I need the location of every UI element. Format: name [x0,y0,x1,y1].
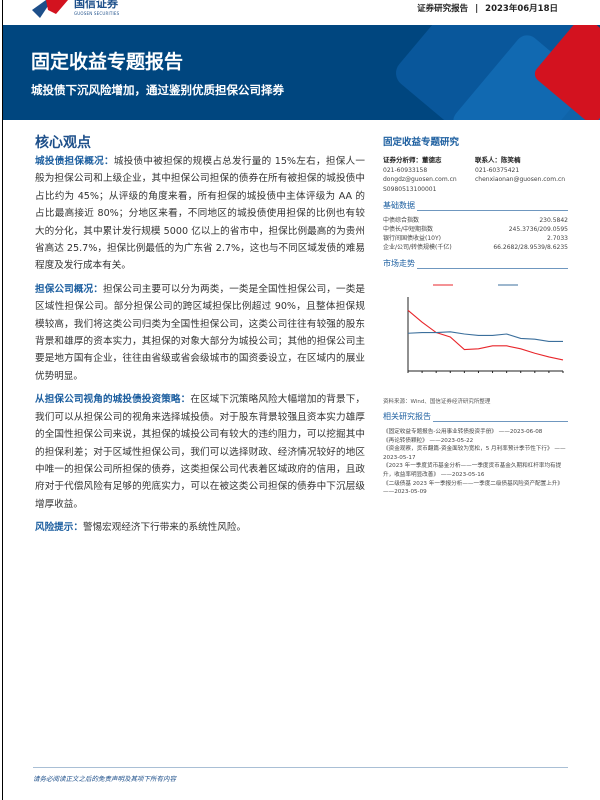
data-row: 中债长/中短期指数 245.3736/209.0595 [383,225,568,234]
paragraph-text: 城投债中被担保的规模占总发行量的 15%左右，担保人一般为担保公司和上级企业，其… [35,156,366,272]
series-line [407,309,564,361]
company-name-en: GUOSEN SECURITIES [74,11,120,16]
footer-divider [33,767,568,768]
data-value: 230.5842 [539,217,568,224]
sidebar-title: 固定收益专题研究 [383,137,460,148]
contacts: 证券分析师：董德志 021-60933158 dongdz@guosen.com… [383,156,568,194]
related-report-item[interactable]: 《二级债基 2023 年一季报分析——一季度二级债基风险资产配置上升》 ——20… [383,480,564,496]
contact-name: 联系人：陈笑楠 [475,156,521,164]
contact-phone: 021-60375421 [475,166,520,174]
data-value: 245.3736/209.0595 [508,226,568,233]
report-subtitle: 城投债下沉风险增加，通过鉴别优质担保公司择券 [31,83,284,97]
report-date: 2023年06月18日 [485,4,558,14]
data-row: 银行间国债收益(10Y) 2.7033 [383,234,568,243]
analyst-name: 证券分析师：董德志 [383,156,442,164]
paragraph: 风险提示：警惕宏观经济下行带来的系统性风险。 [35,519,365,536]
footer-disclaimer: 请务必阅读正文之后的免责声明及其项下所有内容 [33,775,176,783]
related-heading: 相关研究报告 [383,411,568,422]
sidebar: 固定收益专题研究 证券分析师：董德志 021-60933158 dongdz@g… [383,134,568,497]
paragraph-lead: 从担保公司视角的城投债投资策略： [35,394,191,406]
report-type: 证券研究报告 [417,4,469,14]
related-report-item[interactable]: 《再论转债颗粒》 ——2023-05-22 [383,437,474,444]
guosen-logo-icon [32,0,68,18]
analyst-cert: S0980513100001 [383,185,437,193]
chart-source: 资料来源：Wind、国信证券经济研究所整理 [383,399,491,405]
paragraph: 城投债担保概况：城投债中被担保的规模占总发行量的 15%左右，担保人一般为担保公… [35,153,365,275]
company-logo: 国信证券 GUOSEN SECURITIES [32,0,119,20]
data-value: 66.2682/28.9539/8.6235 [493,244,568,251]
related-report-item[interactable]: 《固定收益专题报告-公用事业转债投资手册》 ——2023-06-08 [383,429,543,435]
company-name: 国信证券 [74,0,118,10]
paragraph-lead: 风险提示： [35,522,83,534]
data-row: 中债综合指数 230.5842 [383,216,568,225]
core-views: 城投债担保概况：城投债中被担保的规模占总发行量的 15%左右，担保人一般为担保公… [35,153,365,543]
data-label: 银行间国债收益(10Y) [383,235,441,242]
data-label: 企业/公司/转债规模(千亿) [383,244,452,251]
related-title: 相关研究报告 [383,412,431,421]
basic-data-heading: 基础数据 [383,200,568,211]
analyst-info: 证券分析师：董德志 021-60933158 dongdz@guosen.com… [383,156,475,194]
series-line [407,331,563,342]
data-label: 中债长/中短期指数 [383,226,434,233]
paragraph-lead: 城投债担保概况： [35,156,114,167]
analyst-email[interactable]: dongdz@guosen.com.cn [383,176,457,183]
basic-data-title: 基础数据 [383,201,415,210]
paragraph-lead: 担保公司概况： [35,283,103,295]
related-reports: 《固定收益专题报告-公用事业转债投资手册》 ——2023-06-08 《再论转债… [383,428,568,497]
market-title: 市场走势 [383,259,415,268]
section-title: 核心观点 [35,135,91,151]
page-edge [2,0,3,800]
contact-info: 联系人：陈笑楠 021-60375421 chenxiaonan@guosen.… [475,156,567,194]
report-title: 固定收益专题报告 [31,51,184,73]
paragraph: 从担保公司视角的城投债投资策略：在区域下沉策略风险大幅增加的背景下，我们可以从担… [35,391,365,513]
market-heading: 市场走势 [383,258,568,269]
paragraph: 担保公司概况：担保公司主要可以分为两类，一类是全国性担保公司，一类是区域性担保公… [35,281,365,385]
data-label: 中债综合指数 [383,217,420,224]
basic-data-table: 中债综合指数 230.5842 中债长/中短期指数 245.3736/209.059… [383,216,568,252]
analyst-phone: 021-60933158 [383,166,428,174]
paragraph-text: 在区域下沉策略风险大幅增加的背景下，我们可以从担保公司的视角来选择城投债。对于股… [35,394,366,510]
contact-email[interactable]: chenxiaonan@guosen.com.cn [475,176,566,183]
separator: | [475,4,479,14]
related-report-item[interactable]: 《资金观察，货币翻篇-资金面较为宽松，5 月利率预计季节性下行》 ——2023-… [383,446,566,461]
related-report-item[interactable]: 《2023 年一季度货币基金分析——一季度货币基金久期和杠杆率均有提升，收益率明… [383,463,562,478]
market-trend-chart [407,284,564,373]
paragraph-text: 警惕宏观经济下行带来的系统性风险。 [82,522,247,534]
paragraph-text: 担保公司主要可以分为两类，一类是全国性担保公司，一类是区域性担保公司。部分担保公… [35,283,366,382]
data-row: 企业/公司/转债规模(千亿) 66.2682/28.9539/8.6235 [383,243,568,252]
report-meta: 证券研究报告 | 2023年06月18日 [417,2,558,14]
data-value: 2.7033 [547,235,568,242]
title-banner: 固定收益专题报告 城投债下沉风险增加，通过鉴别优质担保公司择券 [3,25,600,120]
